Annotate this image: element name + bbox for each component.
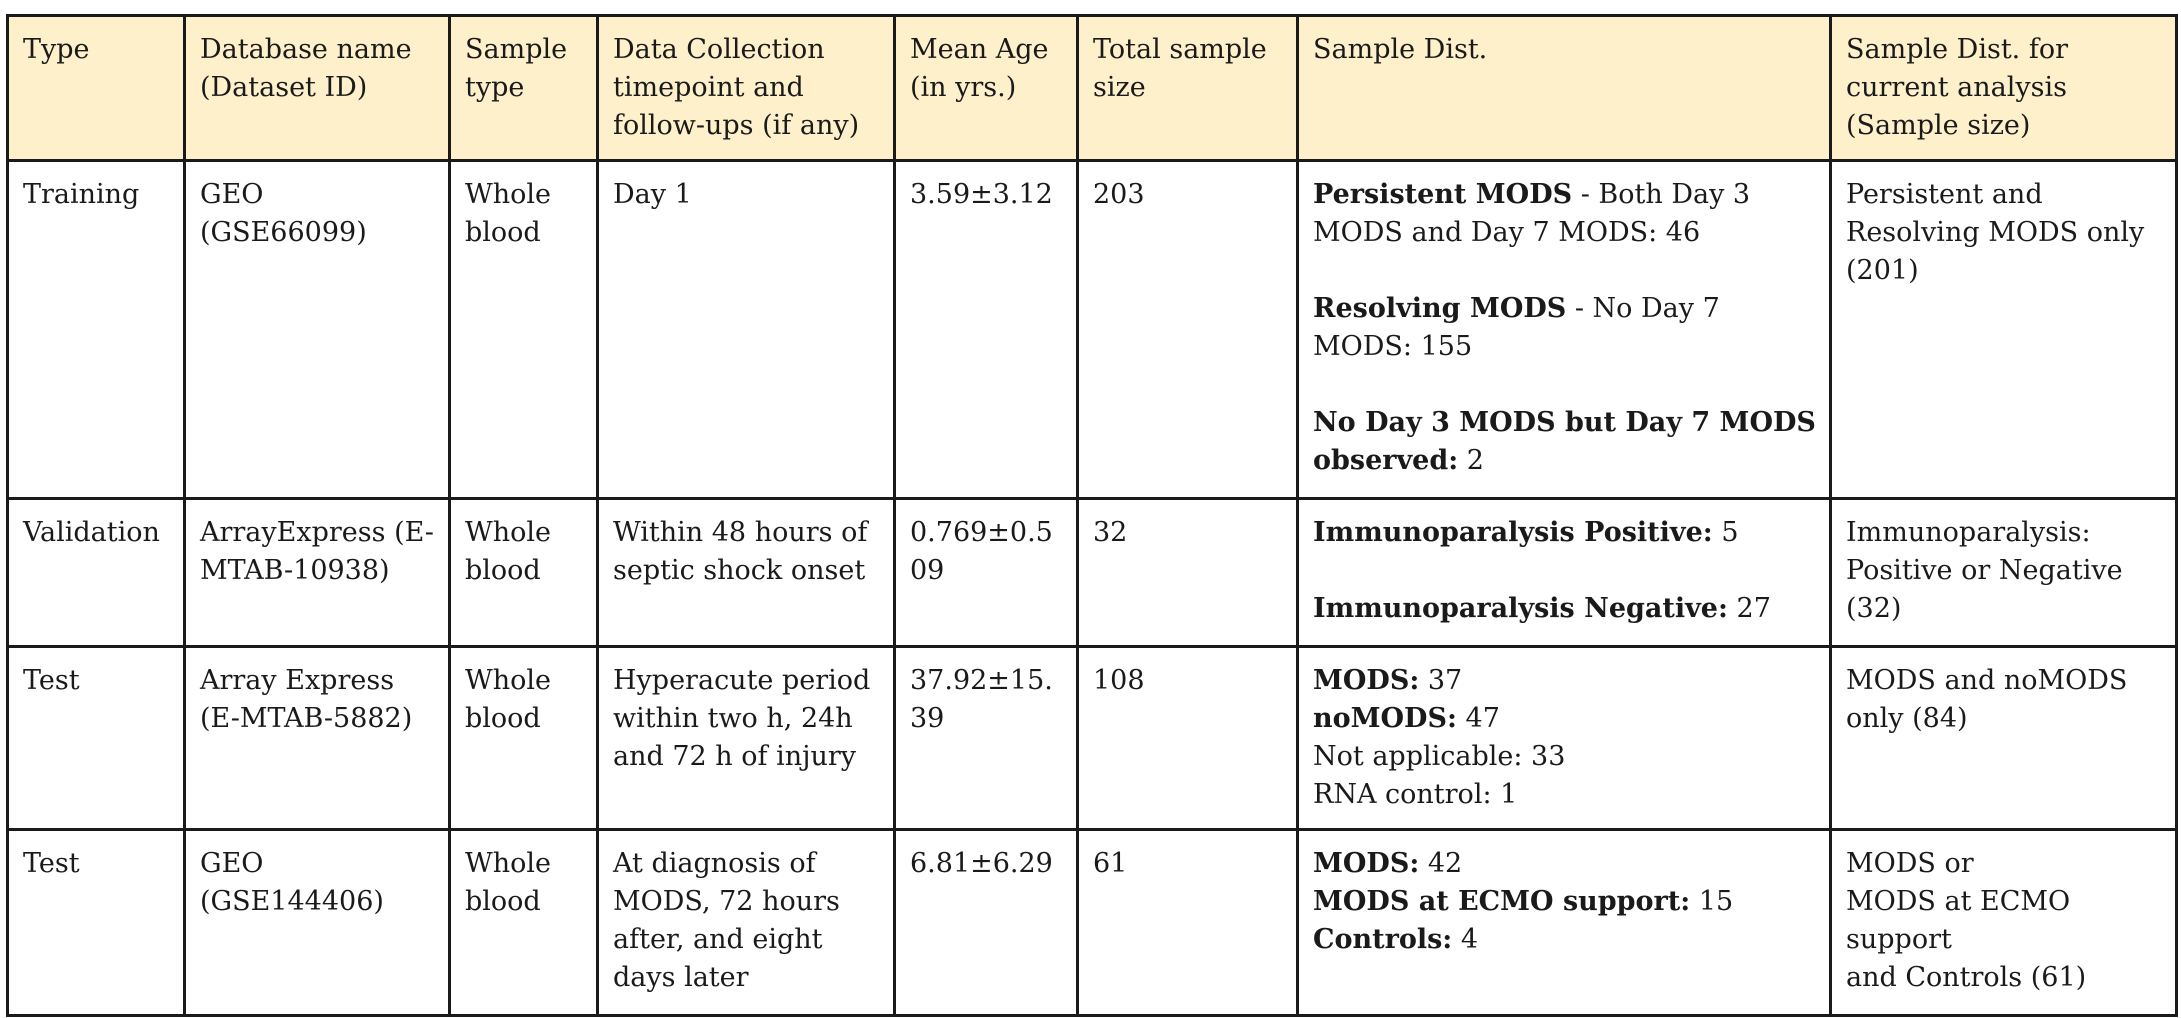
dist-text: - No Day 7 MODS: 155 xyxy=(1313,293,1720,362)
cell-type: Validation xyxy=(6,497,186,648)
dist-label: Immunoparalysis Positive: xyxy=(1313,517,1713,548)
dist-label: No Day 3 MODS but Day 7 MODS observed: xyxy=(1313,407,1816,476)
cell-sample-dist: Persistent MODS - Both Day 3 MODS and Da… xyxy=(1296,159,1832,500)
cell-sample-type: Whole blood xyxy=(448,828,599,1017)
dist-text: 4 xyxy=(1452,924,1479,955)
cell-current-dist: Persistent and Resolving MODS only (201) xyxy=(1829,159,2178,500)
dist-label: Persistent MODS xyxy=(1313,179,1573,210)
dist-text: - Both Day 3 MODS and Day 7 MODS: 46 xyxy=(1313,179,1751,248)
cell-mean-age: 37.92±15.39 xyxy=(893,645,1079,831)
dist-line: Controls: 4 xyxy=(1313,921,1817,959)
dist-text: 42 xyxy=(1419,848,1463,879)
dist-text: 5 xyxy=(1712,517,1739,548)
dist-paragraph: Persistent MODS - Both Day 3 MODS and Da… xyxy=(1313,176,1817,252)
current-line: MODS or xyxy=(1846,848,1974,879)
table-row: Validation ArrayExpress (E-MTAB-10938) W… xyxy=(6,497,2178,648)
dist-text: 2 xyxy=(1458,445,1484,476)
table-row: Test GEO (GSE144406) Whole blood At diag… xyxy=(6,828,2178,1017)
cell-database: Array Express (E-MTAB-5882) xyxy=(183,645,451,831)
cell-total: 61 xyxy=(1076,828,1299,1017)
header-mean-age: Mean Age (in yrs.) xyxy=(893,14,1079,162)
dist-label: Resolving MODS xyxy=(1313,293,1567,324)
table-row: Training GEO (GSE66099) Whole blood Day … xyxy=(6,159,2178,500)
cell-timepoint: Within 48 hours of septic shock onset xyxy=(596,497,896,648)
dist-line: Not applicable: 33 xyxy=(1313,741,1566,772)
current-line: and Controls (61) xyxy=(1846,962,2087,993)
cell-total: 108 xyxy=(1076,645,1299,831)
cell-mean-age: 0.769±0.509 xyxy=(893,497,1079,648)
cell-sample-type: Whole blood xyxy=(448,497,599,648)
cell-mean-age: 3.59±3.12 xyxy=(893,159,1079,500)
dist-paragraph: Immunoparalysis Negative: 27 xyxy=(1313,590,1817,628)
dist-text: 47 xyxy=(1456,703,1500,734)
header-row: Type Database name (Dataset ID) Sample t… xyxy=(6,14,2178,162)
dist-label: noMODS: xyxy=(1313,703,1457,734)
cell-current-dist: Immunoparalysis: Positive or Negative (3… xyxy=(1829,497,2178,648)
table-row: Test Array Express (E-MTAB-5882) Whole b… xyxy=(6,645,2178,831)
dist-label: Controls: xyxy=(1313,924,1453,955)
dataset-table: Type Database name (Dataset ID) Sample t… xyxy=(6,14,2178,1017)
header-sample-dist: Sample Dist. xyxy=(1296,14,1832,162)
cell-sample-dist: MODS: 42 MODS at ECMO support: 15 Contro… xyxy=(1296,828,1832,1017)
cell-sample-dist: MODS: 37 noMODS: 47 Not applicable: 33 R… xyxy=(1296,645,1832,831)
cell-timepoint: At diagnosis of MODS, 72 hours after, an… xyxy=(596,828,896,1017)
header-sample-type: Sample type xyxy=(448,14,599,162)
dist-label: Immunoparalysis Negative: xyxy=(1313,593,1728,624)
header-database: Database name (Dataset ID) xyxy=(183,14,451,162)
dist-text: 27 xyxy=(1727,593,1771,624)
cell-type: Test xyxy=(6,645,186,831)
header-current-dist: Sample Dist. for current analysis (Sampl… xyxy=(1829,14,2178,162)
dist-line: RNA control: 1 xyxy=(1313,779,1518,810)
cell-type: Test xyxy=(6,828,186,1017)
cell-total: 203 xyxy=(1076,159,1299,500)
current-line: MODS at ECMO support xyxy=(1846,886,2071,955)
dist-label: MODS at ECMO support: xyxy=(1313,886,1691,917)
dist-paragraph: No Day 3 MODS but Day 7 MODS observed: 2 xyxy=(1313,404,1817,480)
dist-paragraph: Resolving MODS - No Day 7 MODS: 155 xyxy=(1313,290,1817,366)
cell-sample-type: Whole blood xyxy=(448,645,599,831)
cell-mean-age: 6.81±6.29 xyxy=(893,828,1079,1017)
dist-text: 37 xyxy=(1419,665,1463,696)
header-total: Total sample size xyxy=(1076,14,1299,162)
cell-sample-type: Whole blood xyxy=(448,159,599,500)
dist-label: MODS: xyxy=(1313,665,1420,696)
header-timepoint: Data Collection timepoint and follow-ups… xyxy=(596,14,896,162)
dist-line: noMODS: 47 xyxy=(1313,700,1817,738)
cell-timepoint: Hyperacute period within two h, 24h and … xyxy=(596,645,896,831)
cell-current-dist: MODS and noMODS only (84) xyxy=(1829,645,2178,831)
cell-timepoint: Day 1 xyxy=(596,159,896,500)
dist-text: 15 xyxy=(1690,886,1734,917)
dist-line: MODS: 42 xyxy=(1313,845,1817,883)
header-type: Type xyxy=(6,14,186,162)
cell-database: GEO (GSE66099) xyxy=(183,159,451,500)
cell-total: 32 xyxy=(1076,497,1299,648)
cell-database: ArrayExpress (E-MTAB-10938) xyxy=(183,497,451,648)
dist-line: MODS: 37 xyxy=(1313,662,1817,700)
dist-label: MODS: xyxy=(1313,848,1420,879)
cell-sample-dist: Immunoparalysis Positive: 5 Immunoparaly… xyxy=(1296,497,1832,648)
cell-current-dist: MODS or MODS at ECMO support and Control… xyxy=(1829,828,2178,1017)
dist-paragraph: Immunoparalysis Positive: 5 xyxy=(1313,514,1817,552)
cell-type: Training xyxy=(6,159,186,500)
cell-database: GEO (GSE144406) xyxy=(183,828,451,1017)
dist-line: MODS at ECMO support: 15 xyxy=(1313,883,1817,921)
